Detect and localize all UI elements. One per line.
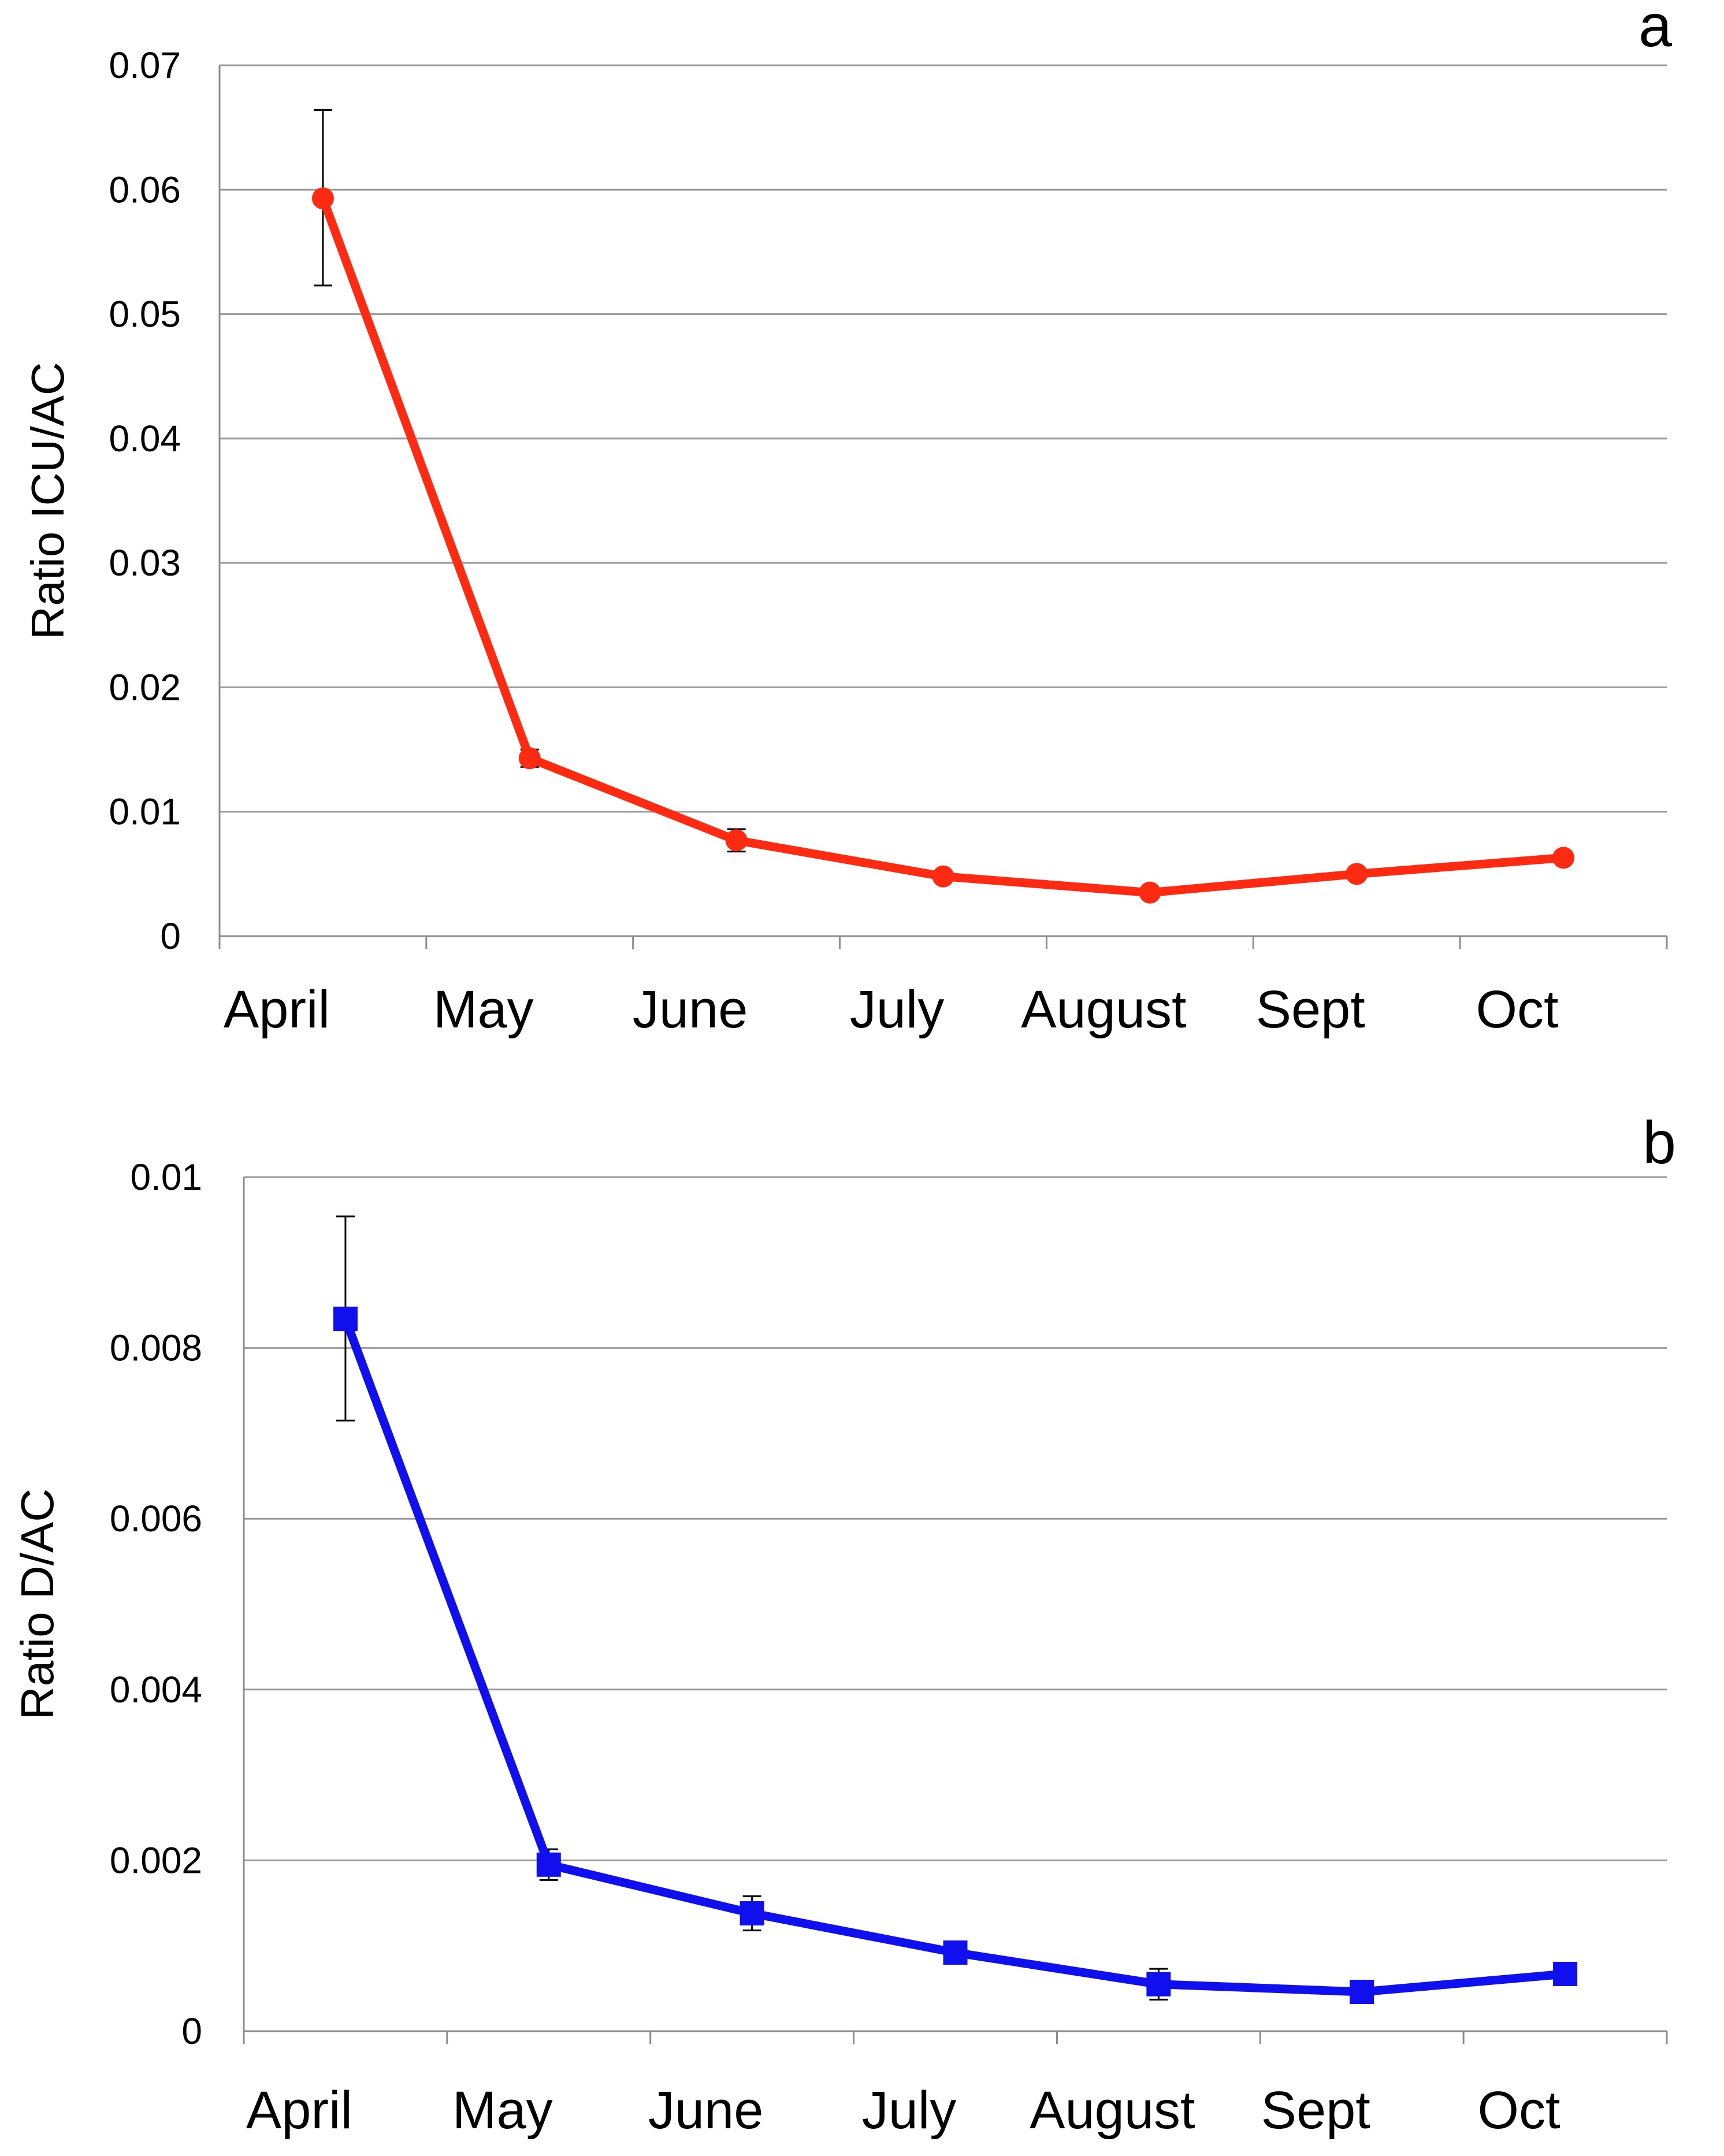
data-point bbox=[1346, 863, 1368, 885]
panel-label: a bbox=[1638, 0, 1672, 60]
y-axis-title: Ratio D/AC bbox=[12, 1489, 63, 1720]
series-line bbox=[318, 194, 1568, 897]
x-tick-label: Oct bbox=[1478, 2081, 1560, 2140]
data-point bbox=[1139, 881, 1161, 904]
x-tick-label: August bbox=[1030, 2081, 1195, 2140]
y-tick-label: 0.004 bbox=[110, 1669, 202, 1710]
x-tick-label: May bbox=[433, 980, 534, 1039]
data-point bbox=[1552, 847, 1575, 869]
data-point bbox=[1553, 1961, 1578, 1986]
x-tick-label: Oct bbox=[1476, 980, 1559, 1039]
chart-panel-b: 0 0.002 0.004 0.006 0.008 0.01 April May June Jul… bbox=[12, 1109, 1676, 2140]
x-tick-label: June bbox=[648, 2081, 764, 2140]
y-tick-label: 0 bbox=[160, 915, 181, 957]
x-tick-label: Sept bbox=[1261, 2081, 1370, 2140]
y-tick-label: 0.03 bbox=[109, 542, 181, 584]
panel-label: b bbox=[1643, 1109, 1676, 1177]
series-line bbox=[341, 1314, 1570, 1997]
data-point bbox=[311, 187, 334, 210]
y-axis-title: Ratio ICU/AC bbox=[22, 362, 73, 639]
data-point bbox=[725, 829, 748, 852]
data-point bbox=[1146, 1972, 1171, 1997]
data-point bbox=[333, 1307, 358, 1331]
data-point bbox=[943, 1940, 968, 1965]
y-tick-label: 0.01 bbox=[109, 791, 181, 833]
x-tick-label: July bbox=[850, 980, 945, 1039]
x-tick-label: May bbox=[452, 2081, 553, 2140]
y-tick-label: 0.008 bbox=[110, 1327, 202, 1369]
y-tick-label: 0 bbox=[181, 2010, 202, 2052]
x-tick-label: April bbox=[246, 2081, 352, 2140]
y-tick-label: 0.07 bbox=[109, 44, 181, 86]
y-tick-label: 0.006 bbox=[110, 1498, 202, 1539]
x-tick-label: Sept bbox=[1256, 980, 1365, 1039]
chart-panel-a: 0 0.01 0.02 0.03 0.04 0.05 0.06 0.07 April May Jun… bbox=[22, 0, 1672, 1039]
y-tick-label: 0.05 bbox=[109, 294, 181, 335]
x-tick-label: June bbox=[633, 980, 748, 1039]
data-point bbox=[518, 747, 541, 770]
data-point bbox=[740, 1901, 764, 1926]
data-point bbox=[932, 865, 954, 888]
x-tick-label: April bbox=[224, 980, 330, 1039]
y-tick-label: 0.02 bbox=[109, 666, 181, 708]
y-tick-label: 0.002 bbox=[110, 1839, 202, 1881]
data-point bbox=[1350, 1980, 1374, 2005]
x-tick-label: July bbox=[862, 2081, 957, 2140]
y-tick-label: 0.01 bbox=[130, 1156, 202, 1198]
y-tick-label: 0.04 bbox=[109, 418, 181, 459]
y-tick-label: 0.06 bbox=[109, 169, 181, 210]
data-point bbox=[536, 1852, 561, 1877]
x-tick-label: August bbox=[1021, 980, 1186, 1039]
